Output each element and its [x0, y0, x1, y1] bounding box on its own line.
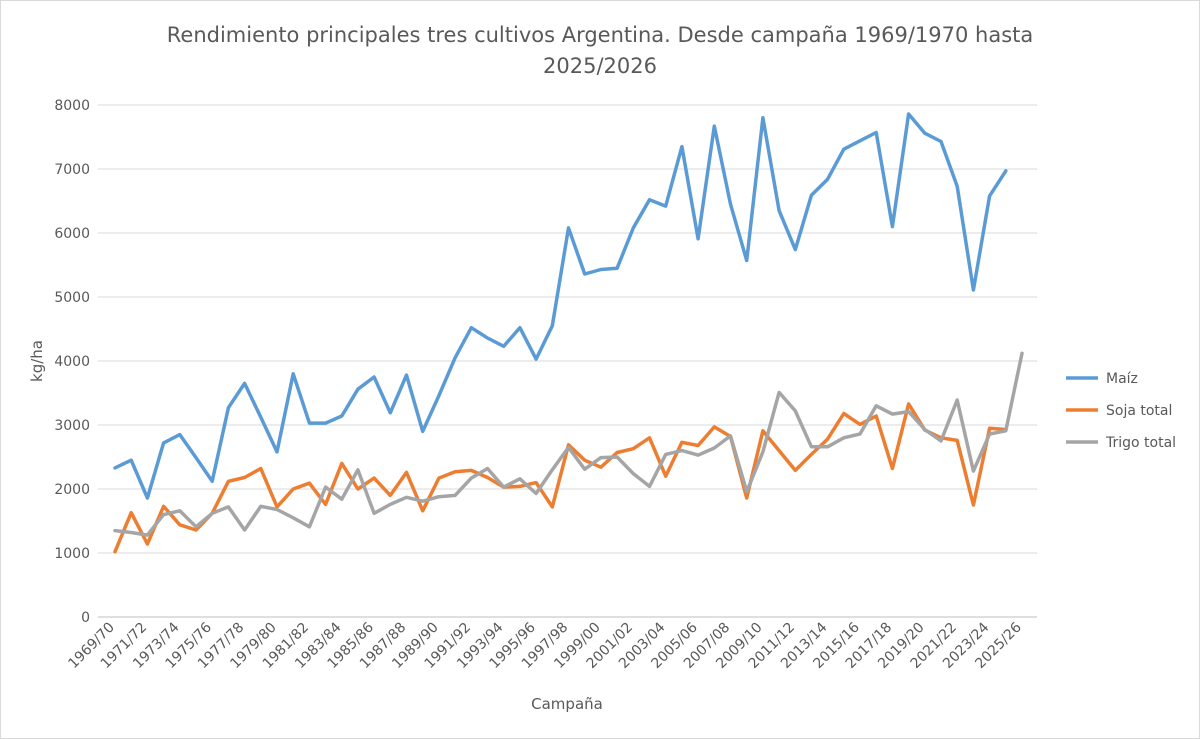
legend-label: Trigo total [1105, 435, 1176, 451]
series-line-ma-z [113, 112, 1008, 500]
y-tick-label: 4000 [54, 354, 90, 370]
y-tick-label: 0 [81, 610, 90, 626]
y-tick-label: 8000 [54, 98, 90, 114]
y-tick-label: 3000 [54, 418, 90, 434]
chart-title-line2: 2025/2026 [543, 54, 657, 78]
y-tick-label: 7000 [54, 162, 90, 178]
legend-label: Maíz [1106, 371, 1138, 387]
y-tick-label: 6000 [54, 226, 90, 242]
y-tick-label: 5000 [54, 290, 90, 306]
series-lines [113, 112, 1024, 554]
x-axis-title: Campaña [531, 695, 603, 713]
y-tick-label: 2000 [54, 482, 90, 498]
y-tick-label: 1000 [54, 546, 90, 562]
legend: Maíz Soja total Trigo total [1066, 371, 1176, 451]
series-line-trigo-total [113, 351, 1024, 537]
x-axis-ticks: 1969/701971/721973/741975/761977/781979/… [65, 619, 1025, 672]
y-axis-ticks: 0 1000 2000 3000 4000 5000 6000 7000 8000 [54, 98, 90, 626]
gridlines [98, 104, 1037, 618]
y-axis-title: kg/ha [28, 340, 46, 382]
legend-label: Soja total [1106, 403, 1172, 419]
series-line-soja-total [113, 402, 1008, 554]
chart-title-line1: Rendimiento principales tres cultivos Ar… [167, 23, 1034, 47]
